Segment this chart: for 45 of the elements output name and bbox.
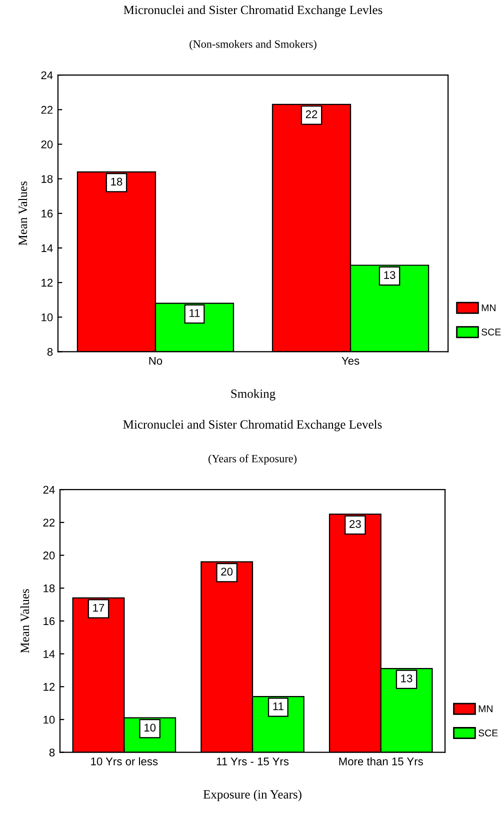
x-tick-label: More than 15 Yrs xyxy=(339,757,423,766)
chart-subtitle: (Years of Exposure) xyxy=(208,454,297,465)
y-tick-label: 24 xyxy=(43,486,55,494)
y-tick-label: 8 xyxy=(47,348,53,356)
x-axis-title: Exposure (in Years) xyxy=(203,790,302,802)
y-tick-label: 16 xyxy=(44,617,55,626)
x-tick-label: 11 Yrs - 15 Yrs xyxy=(216,758,289,766)
chart-title: Micronuclei and Sister Chromatid Exchange Levels xyxy=(123,420,382,432)
y-tick-label: 14 xyxy=(42,244,53,252)
x-tick-label: No xyxy=(149,356,162,365)
y-axis-title: Mean Values xyxy=(18,181,28,246)
y-tick-label: 12 xyxy=(42,278,53,287)
y-tick-label: 22 xyxy=(41,106,53,114)
data-label: 23 xyxy=(350,520,361,528)
data-label: 17 xyxy=(93,604,104,612)
y-tick-label: 20 xyxy=(43,552,55,560)
x-tick-label: Yes xyxy=(342,356,360,365)
legend-label: MN xyxy=(478,705,492,712)
y-tick-label: 16 xyxy=(42,210,53,218)
data-label: 11 xyxy=(273,702,284,710)
data-label: 20 xyxy=(221,568,233,576)
y-tick-label: 18 xyxy=(42,175,53,183)
y-tick-label: 14 xyxy=(44,650,55,658)
chart-subtitle: (Non-smokers and Smokers) xyxy=(190,40,316,50)
data-label: 13 xyxy=(401,674,412,682)
data-label: 13 xyxy=(384,271,396,279)
y-tick-label: 20 xyxy=(41,140,53,148)
y-axis-title: Mean Values xyxy=(20,589,30,653)
chart-title: Micronuclei and Sister Chromatid Exchange Levles xyxy=(124,5,382,17)
data-label: 11 xyxy=(190,309,200,317)
legend-label: MN xyxy=(482,304,496,312)
data-label: 22 xyxy=(306,110,318,118)
legend-label: SCE xyxy=(482,328,501,336)
x-tick-label: 10 Yrs or less xyxy=(91,757,158,766)
y-tick-label: 18 xyxy=(44,584,55,592)
y-tick-label: 10 xyxy=(42,313,53,322)
legend-label: SCE xyxy=(478,730,498,736)
data-label: 10 xyxy=(144,724,156,732)
data-label: 18 xyxy=(111,178,122,186)
y-tick-label: 10 xyxy=(44,716,55,724)
y-tick-label: 8 xyxy=(49,748,55,756)
y-tick-label: 22 xyxy=(43,518,55,526)
y-tick-label: 12 xyxy=(44,682,55,691)
x-axis-title: Smoking xyxy=(231,389,276,401)
y-tick-label: 24 xyxy=(41,71,53,80)
